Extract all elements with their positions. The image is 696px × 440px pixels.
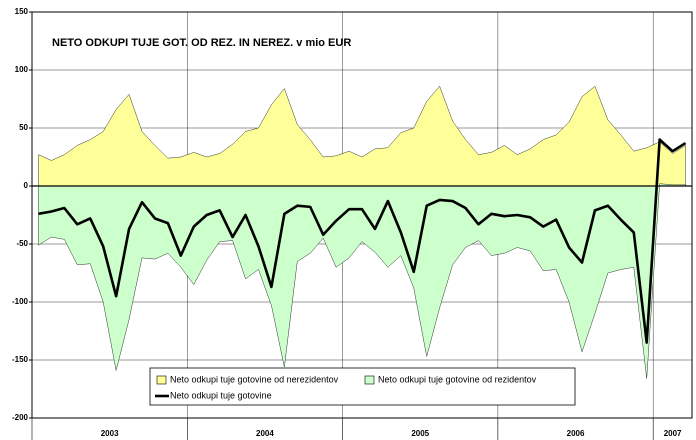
x-group-label: 2007 [664, 429, 682, 438]
y-tick-label: 50 [19, 123, 28, 132]
x-group-label: 2003 [101, 429, 119, 438]
line [38, 138, 687, 344]
legend-swatch [364, 375, 375, 385]
legend-swatch [156, 375, 167, 385]
y-tick-label: -50 [16, 239, 28, 248]
y-tick-label: -200 [12, 413, 29, 422]
y-tick-label: 100 [15, 65, 29, 74]
legend-label: Neto odkupi tuje gotovine [170, 390, 272, 400]
legend [149, 367, 576, 406]
legend-label: Neto odkupi tuje gotovine od rezidentov [378, 374, 537, 384]
y-tick-label: 0 [24, 181, 29, 190]
y-tick-label: -150 [12, 355, 29, 364]
chart-title: NETO ODKUPI TUJE GOT. OD REZ. IN NEREZ. … [52, 37, 351, 49]
x-group-label: 2006 [567, 429, 585, 438]
x-group-label: 2004 [256, 429, 274, 438]
y-tick-label: -100 [12, 297, 29, 306]
legend-label: Neto odkupi tuje gotovine od nerezidento… [170, 374, 339, 384]
area [38, 85, 686, 187]
area [38, 183, 686, 379]
x-group-label: 2005 [411, 429, 429, 438]
y-tick-label: 150 [15, 7, 29, 16]
